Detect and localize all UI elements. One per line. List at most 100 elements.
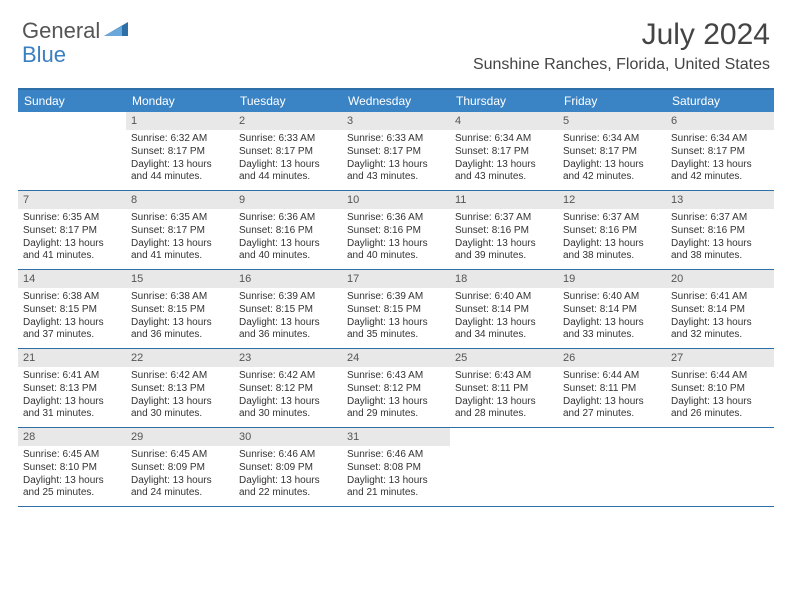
daylight-text: Daylight: 13 hours and 40 minutes. [347,238,445,264]
sunset-text: Sunset: 8:16 PM [239,225,337,238]
sunrise-text: Sunrise: 6:38 AM [131,291,229,304]
day-cell: 1Sunrise: 6:32 AMSunset: 8:17 PMDaylight… [126,112,234,190]
sunset-text: Sunset: 8:17 PM [563,146,661,159]
sunrise-text: Sunrise: 6:36 AM [239,212,337,225]
daylight-text: Daylight: 13 hours and 41 minutes. [131,238,229,264]
day-cell: 7Sunrise: 6:35 AMSunset: 8:17 PMDaylight… [18,191,126,269]
day-number: 2 [234,112,342,130]
day-number: 26 [558,349,666,367]
sunrise-text: Sunrise: 6:37 AM [455,212,553,225]
daylight-text: Daylight: 13 hours and 27 minutes. [563,396,661,422]
sunrise-text: Sunrise: 6:44 AM [563,370,661,383]
sunrise-text: Sunrise: 6:33 AM [347,133,445,146]
sunrise-text: Sunrise: 6:34 AM [455,133,553,146]
day-cell: 26Sunrise: 6:44 AMSunset: 8:11 PMDayligh… [558,349,666,427]
day-content: Sunrise: 6:45 AMSunset: 8:09 PMDaylight:… [126,446,234,505]
daylight-text: Daylight: 13 hours and 42 minutes. [671,159,769,185]
day-cell: 31Sunrise: 6:46 AMSunset: 8:08 PMDayligh… [342,428,450,506]
day-content: Sunrise: 6:44 AMSunset: 8:11 PMDaylight:… [558,367,666,426]
day-number: 31 [342,428,450,446]
day-content: Sunrise: 6:35 AMSunset: 8:17 PMDaylight:… [126,209,234,268]
day-cell: 20Sunrise: 6:41 AMSunset: 8:14 PMDayligh… [666,270,774,348]
day-number: 11 [450,191,558,209]
day-number: 23 [234,349,342,367]
location-text: Sunshine Ranches, Florida, United States [473,56,770,74]
day-cell: 29Sunrise: 6:45 AMSunset: 8:09 PMDayligh… [126,428,234,506]
weekday-header: Sunday [18,90,126,112]
day-cell [666,428,774,506]
day-content: Sunrise: 6:41 AMSunset: 8:14 PMDaylight:… [666,288,774,347]
weekday-header: Saturday [666,90,774,112]
sunset-text: Sunset: 8:17 PM [455,146,553,159]
day-number: 12 [558,191,666,209]
sunrise-text: Sunrise: 6:46 AM [239,449,337,462]
sunset-text: Sunset: 8:17 PM [239,146,337,159]
day-cell: 8Sunrise: 6:35 AMSunset: 8:17 PMDaylight… [126,191,234,269]
weekday-header: Wednesday [342,90,450,112]
daylight-text: Daylight: 13 hours and 30 minutes. [131,396,229,422]
day-number: 18 [450,270,558,288]
day-content: Sunrise: 6:42 AMSunset: 8:12 PMDaylight:… [234,367,342,426]
weekday-header: Monday [126,90,234,112]
brand-part1: General [22,18,100,44]
weekday-header: Tuesday [234,90,342,112]
daylight-text: Daylight: 13 hours and 24 minutes. [131,475,229,501]
daylight-text: Daylight: 13 hours and 42 minutes. [563,159,661,185]
day-cell: 21Sunrise: 6:41 AMSunset: 8:13 PMDayligh… [18,349,126,427]
daylight-text: Daylight: 13 hours and 38 minutes. [671,238,769,264]
day-number: 15 [126,270,234,288]
daylight-text: Daylight: 13 hours and 25 minutes. [23,475,121,501]
sunset-text: Sunset: 8:11 PM [563,383,661,396]
sunset-text: Sunset: 8:16 PM [563,225,661,238]
title-block: July 2024 Sunshine Ranches, Florida, Uni… [473,18,770,74]
sunrise-text: Sunrise: 6:46 AM [347,449,445,462]
day-cell: 28Sunrise: 6:45 AMSunset: 8:10 PMDayligh… [18,428,126,506]
day-content: Sunrise: 6:37 AMSunset: 8:16 PMDaylight:… [558,209,666,268]
sunrise-text: Sunrise: 6:36 AM [347,212,445,225]
day-content: Sunrise: 6:37 AMSunset: 8:16 PMDaylight:… [450,209,558,268]
day-number: 6 [666,112,774,130]
sunset-text: Sunset: 8:17 PM [347,146,445,159]
sunrise-text: Sunrise: 6:37 AM [563,212,661,225]
sunrise-text: Sunrise: 6:43 AM [347,370,445,383]
sunset-text: Sunset: 8:14 PM [671,304,769,317]
day-content: Sunrise: 6:39 AMSunset: 8:15 PMDaylight:… [342,288,450,347]
month-title: July 2024 [473,18,770,52]
day-content: Sunrise: 6:45 AMSunset: 8:10 PMDaylight:… [18,446,126,505]
day-cell: 6Sunrise: 6:34 AMSunset: 8:17 PMDaylight… [666,112,774,190]
sunset-text: Sunset: 8:10 PM [671,383,769,396]
daylight-text: Daylight: 13 hours and 34 minutes. [455,317,553,343]
daylight-text: Daylight: 13 hours and 37 minutes. [23,317,121,343]
daylight-text: Daylight: 13 hours and 31 minutes. [23,396,121,422]
day-content: Sunrise: 6:33 AMSunset: 8:17 PMDaylight:… [342,130,450,189]
day-number: 1 [126,112,234,130]
sunset-text: Sunset: 8:17 PM [23,225,121,238]
daylight-text: Daylight: 13 hours and 35 minutes. [347,317,445,343]
day-cell: 2Sunrise: 6:33 AMSunset: 8:17 PMDaylight… [234,112,342,190]
week-row: 28Sunrise: 6:45 AMSunset: 8:10 PMDayligh… [18,428,774,507]
day-content: Sunrise: 6:36 AMSunset: 8:16 PMDaylight:… [342,209,450,268]
day-content: Sunrise: 6:35 AMSunset: 8:17 PMDaylight:… [18,209,126,268]
daylight-text: Daylight: 13 hours and 28 minutes. [455,396,553,422]
sunrise-text: Sunrise: 6:41 AM [671,291,769,304]
sunset-text: Sunset: 8:14 PM [455,304,553,317]
header: General July 2024 Sunshine Ranches, Flor… [0,0,792,80]
day-content: Sunrise: 6:38 AMSunset: 8:15 PMDaylight:… [126,288,234,347]
day-cell [450,428,558,506]
sunset-text: Sunset: 8:15 PM [23,304,121,317]
day-number: 27 [666,349,774,367]
sunset-text: Sunset: 8:08 PM [347,462,445,475]
sunset-text: Sunset: 8:11 PM [455,383,553,396]
sunset-text: Sunset: 8:10 PM [23,462,121,475]
sunset-text: Sunset: 8:16 PM [347,225,445,238]
day-content: Sunrise: 6:33 AMSunset: 8:17 PMDaylight:… [234,130,342,189]
daylight-text: Daylight: 13 hours and 40 minutes. [239,238,337,264]
sunrise-text: Sunrise: 6:37 AM [671,212,769,225]
daylight-text: Daylight: 13 hours and 44 minutes. [131,159,229,185]
daylight-text: Daylight: 13 hours and 36 minutes. [239,317,337,343]
day-content: Sunrise: 6:46 AMSunset: 8:09 PMDaylight:… [234,446,342,505]
day-number: 17 [342,270,450,288]
sunrise-text: Sunrise: 6:45 AM [23,449,121,462]
day-content: Sunrise: 6:37 AMSunset: 8:16 PMDaylight:… [666,209,774,268]
week-row: 7Sunrise: 6:35 AMSunset: 8:17 PMDaylight… [18,191,774,270]
